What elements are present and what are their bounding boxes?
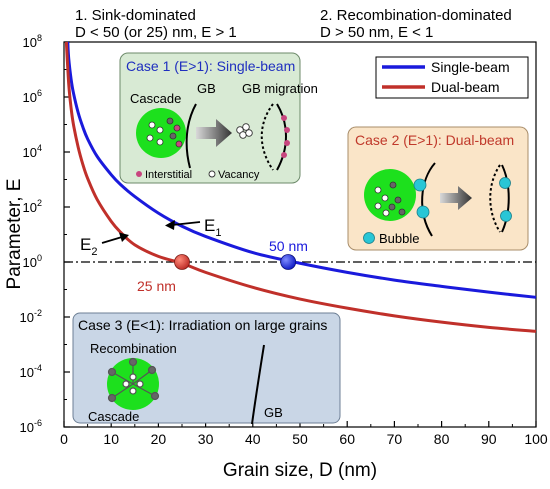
y-axis-title: Parameter, E: [4, 179, 25, 290]
case2-grain-boundary: [421, 162, 436, 237]
case2-gb-old-position: [489, 164, 501, 233]
y-tick-label: 108: [23, 33, 42, 50]
series-dual-beam-line: [64, 41, 537, 333]
x-tick-label: 100: [524, 431, 548, 447]
x-axis-title: Grain size, D (nm): [223, 460, 377, 481]
case1-migrated-interstitials: [281, 115, 290, 158]
case1-title: Case 1 (E>1): Single-beam: [126, 58, 295, 74]
case3-grain-boundary: [251, 344, 265, 425]
e1-annotation: E1: [165, 216, 221, 239]
x-tick-label: 60: [339, 431, 355, 447]
x-tick-label: 10: [103, 431, 119, 447]
header-right-line2: D > 50 nm, E < 1: [320, 24, 433, 41]
case2-panel: Case 2 (E>1): Dual-beam Bubble: [347, 126, 529, 251]
header-right-line1: 2. Recombination-dominated: [320, 7, 512, 24]
case2-bubbles: [413, 178, 430, 219]
case1-gb-migration-label: GB migration: [242, 81, 318, 96]
case1-interstitial-label: Interstitial: [145, 169, 192, 181]
case3-recombination-label: Recombination: [90, 341, 177, 356]
x-tick-label: 70: [387, 431, 403, 447]
x-axis: 0 10 20 30 40 50 60 70 80 90 100: [60, 421, 548, 447]
case1-gb-label: GB: [197, 81, 216, 96]
x-tick-label: 20: [151, 431, 167, 447]
y-tick-label: 10-4: [20, 363, 42, 380]
x-tick-label: 80: [434, 431, 450, 447]
legend-box: [375, 56, 529, 99]
case3-recombination-icon: [107, 357, 160, 403]
e2-arrow: [101, 236, 123, 244]
e2-arrowhead: [119, 232, 129, 242]
case1-gb-new-position: [276, 103, 287, 171]
y-tick-label: 10-6: [20, 418, 42, 435]
series-single-beam-line: [66, 41, 537, 299]
e1-label: E1: [204, 216, 221, 239]
vacancy-legend-icon: [208, 170, 216, 178]
y-tick-label: 10-2: [20, 308, 42, 325]
legend: Single-beam Dual-beam: [375, 56, 529, 99]
header-left-line1: 1. Sink-dominated: [75, 7, 196, 24]
y-tick-label: 106: [23, 88, 42, 105]
interstitial-legend-icon: [136, 171, 142, 177]
case2-cascade-grain: [364, 169, 416, 221]
x-tick-label: 50: [292, 431, 308, 447]
case3-cascade-label: Cascade: [88, 409, 139, 424]
bubble-legend-icon: [363, 232, 375, 244]
x-tick-label: 30: [198, 431, 214, 447]
case3-gb-label: GB: [264, 405, 283, 420]
crossing-markers: [174, 254, 297, 270]
e1-arrowhead: [165, 220, 175, 230]
case1-vacancy-label: Vacancy: [218, 169, 260, 181]
e1-arrow: [171, 221, 201, 226]
case1-defects: [146, 117, 183, 148]
x-tick-label: 90: [481, 431, 497, 447]
marker-label-25nm: 25 nm: [137, 278, 176, 294]
x-tick-label: 0: [60, 431, 68, 447]
case1-gb-old-position: [260, 103, 274, 171]
case1-process-arrow: [196, 119, 232, 147]
marker-label-50nm: 50 nm: [269, 238, 308, 254]
e2-annotation: E2: [80, 232, 129, 258]
y-tick-label: 100: [23, 253, 42, 270]
case1-vacancy-cluster: [236, 123, 253, 139]
case2-process-arrow: [440, 186, 472, 210]
case3-title: Case 3 (E<1): Irradiation on large grain…: [78, 317, 327, 333]
legend-label-single-beam: Single-beam: [431, 59, 510, 75]
legend-label-dual-beam: Dual-beam: [431, 79, 499, 95]
e2-label: E2: [80, 235, 97, 258]
marker-dual-beam-crossing: [174, 254, 190, 270]
y-tick-label: 102: [23, 198, 42, 215]
case3-panel: Case 3 (E<1): Irradiation on large grain…: [72, 312, 341, 425]
case2-title: Case 2 (E>1): Dual-beam: [355, 132, 514, 148]
marker-single-beam-crossing: [280, 254, 297, 270]
case1-panel: Case 1 (E>1): Single-beam GB Cascade GB …: [119, 52, 318, 184]
x-tick-label: 40: [245, 431, 261, 447]
case2-defects: [374, 181, 406, 217]
y-axis: 10-6 10-4 10-2 100 102 104 106 108: [20, 33, 70, 435]
case2-pinned-bubbles: [499, 177, 512, 222]
case1-cascade-label: Cascade: [130, 91, 181, 106]
header-left-line2: D < 50 (or 25) nm, E > 1: [75, 24, 237, 41]
case2-bubble-label: Bubble: [379, 231, 419, 246]
case1-grain-boundary: [185, 103, 197, 169]
y-tick-label: 104: [23, 143, 42, 160]
case2-gb-new-position: [501, 164, 510, 233]
